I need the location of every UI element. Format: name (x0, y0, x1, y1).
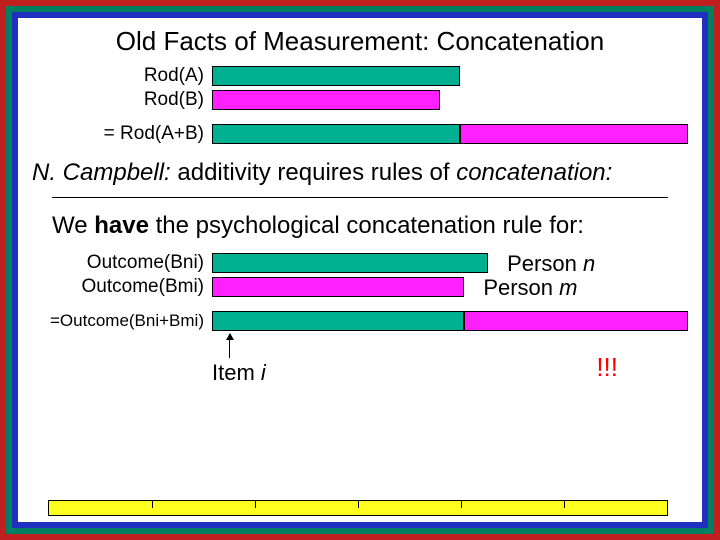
campbell-prefix: N. Campbell: (32, 159, 171, 186)
item-arrow-icon (229, 334, 230, 358)
rod-sum-row: = Rod(A+B) (32, 123, 688, 145)
rod-b-row: Rod(B) (32, 89, 688, 111)
rod-b-label: Rod(B) (32, 89, 212, 111)
outcome-n-label: Outcome(Bni) (32, 252, 212, 274)
ruler (48, 500, 668, 516)
rod-a-row: Rod(A) (32, 65, 688, 87)
exclamation: !!! (596, 352, 618, 383)
campbell-mid: additivity requires rules of (171, 159, 456, 186)
item-label: Item i (212, 360, 266, 386)
slide-canvas: Old Facts of Measurement: Concatenation … (12, 12, 708, 528)
rod-sum-seg1 (212, 124, 460, 144)
have-line: We have the psychological concatenation … (52, 212, 688, 240)
item-pre: Item (212, 360, 261, 385)
outcome-m-track: Person m (212, 277, 688, 297)
outcome-n-track: Person n (212, 253, 688, 273)
have-post: the psychological concatenation rule for… (149, 212, 584, 239)
outcome-m-bar (212, 277, 464, 297)
outcome-m-label: Outcome(Bmi) (32, 276, 212, 298)
frame-outer: Old Facts of Measurement: Concatenation … (0, 0, 720, 540)
outcome-m-row: Outcome(Bmi) Person m (32, 276, 688, 298)
rod-b-track (212, 90, 688, 110)
campbell-suffix: concatenation: (456, 159, 612, 186)
ruler-tick (564, 501, 565, 508)
outcome-sum-row: =Outcome(Bni+Bmi) (32, 310, 688, 332)
campbell-statement: N. Campbell: additivity requires rules o… (32, 159, 688, 187)
rod-a-label: Rod(A) (32, 65, 212, 87)
outcome-sum-label: =Outcome(Bni+Bmi) (32, 311, 212, 331)
below-area: Item i !!! (32, 334, 688, 394)
outcome-sum-track (212, 311, 688, 331)
rod-a-bar (212, 66, 460, 86)
ruler-tick (255, 501, 256, 508)
have-bold: have (94, 212, 149, 239)
outcome-n-bar (212, 253, 488, 273)
person-m-label: Person m (483, 275, 577, 301)
rod-b-bar (212, 90, 440, 110)
ruler-tick (152, 501, 153, 508)
rod-a-track (212, 66, 688, 86)
have-pre: We (52, 212, 94, 239)
rod-sum-track (212, 124, 688, 144)
person-n-label: Person n (507, 251, 595, 277)
rod-sum-label: = Rod(A+B) (32, 123, 212, 145)
item-i: i (261, 360, 266, 385)
ruler-tick (461, 501, 462, 508)
outcome-n-row: Outcome(Bni) Person n (32, 252, 688, 274)
frame-mid: Old Facts of Measurement: Concatenation … (6, 6, 714, 534)
outcome-sum-seg2 (464, 311, 688, 331)
ruler-tick (358, 501, 359, 508)
slide-title: Old Facts of Measurement: Concatenation (32, 26, 688, 57)
separator (52, 197, 668, 198)
outcome-sum-seg1 (212, 311, 464, 331)
rod-sum-seg2 (460, 124, 688, 144)
